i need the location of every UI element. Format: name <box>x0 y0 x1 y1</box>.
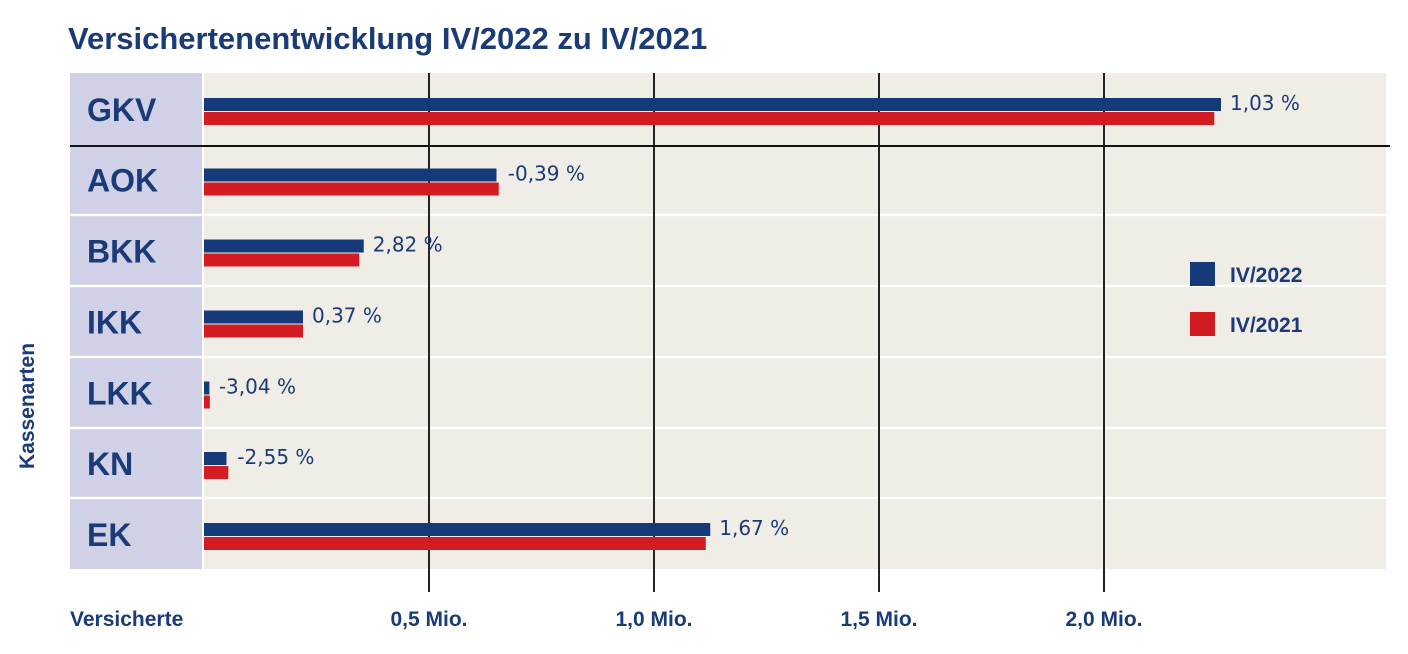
x-tick-label: 2,0 Mio. <box>1065 608 1142 631</box>
category-label: EK <box>87 517 131 553</box>
category-label: BKK <box>87 234 156 270</box>
x-tick-label: 1,0 Mio. <box>615 608 692 631</box>
category-label-column <box>70 73 202 569</box>
chart-title: Versichertenentwicklung IV/2022 zu IV/20… <box>68 21 707 56</box>
x-axis-label: Versicherte <box>70 608 183 631</box>
x-tick-label: 1,5 Mio. <box>840 608 917 631</box>
bar-iv-2022 <box>204 98 1221 111</box>
x-tick-label: 0,5 Mio. <box>390 608 467 631</box>
row-separator <box>70 213 1386 217</box>
row-separator <box>70 355 1386 359</box>
bar-iv-2021 <box>204 537 706 550</box>
plot-background <box>202 73 1386 569</box>
change-label: -2,55 % <box>237 445 314 469</box>
bar-iv-2022 <box>204 452 227 465</box>
legend-swatch <box>1190 262 1215 286</box>
bar-iv-2021 <box>204 324 303 338</box>
change-label: -0,39 % <box>508 162 585 186</box>
bar-iv-2022 <box>204 523 711 536</box>
legend-swatch <box>1190 312 1215 336</box>
bar-iv-2021 <box>204 395 210 409</box>
change-label: 1,03 % <box>1230 91 1300 115</box>
bar-iv-2021 <box>204 466 229 479</box>
category-label: AOK <box>87 163 158 199</box>
y-axis-label: Kassenarten <box>16 343 39 469</box>
bar-iv-2022 <box>204 381 210 395</box>
row-separator <box>70 284 1386 288</box>
category-label: GKV <box>87 92 157 128</box>
bar-iv-2022 <box>204 239 364 253</box>
bar-iv-2022 <box>204 168 497 182</box>
legend-label: IV/2021 <box>1230 314 1303 337</box>
change-label: 2,82 % <box>373 233 443 257</box>
change-label: 1,67 % <box>719 516 789 540</box>
legend-label: IV/2022 <box>1230 264 1302 287</box>
row-separator <box>70 426 1386 430</box>
bar-iv-2021 <box>204 112 1215 125</box>
category-label: LKK <box>87 376 153 412</box>
bar-iv-2022 <box>204 310 303 324</box>
bar-iv-2021 <box>204 182 499 196</box>
bar-iv-2021 <box>204 253 360 267</box>
row-separator <box>70 496 1386 500</box>
change-label: -3,04 % <box>219 375 296 399</box>
change-label: 0,37 % <box>312 304 382 328</box>
label-column-separator <box>202 73 204 569</box>
category-label: IKK <box>87 305 142 341</box>
category-label: KN <box>87 446 133 482</box>
